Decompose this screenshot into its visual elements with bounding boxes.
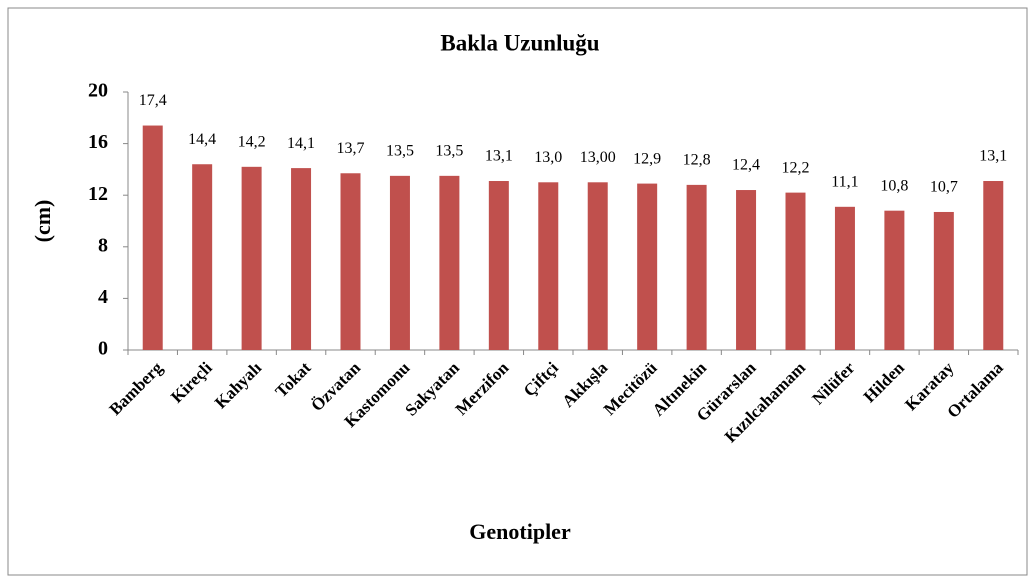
y-tick-label: 16 — [88, 131, 108, 153]
bar — [340, 173, 361, 350]
value-label: 12,4 — [732, 157, 760, 174]
value-label: 17,4 — [139, 92, 167, 109]
value-label: 13,1 — [485, 148, 513, 165]
y-tick-label: 20 — [88, 80, 108, 102]
value-label: 13,5 — [435, 143, 463, 160]
bar — [637, 183, 658, 350]
value-label: 13,5 — [386, 143, 414, 160]
bar — [736, 190, 757, 350]
value-label: 13,1 — [979, 148, 1007, 165]
x-axis-label: Genotipler — [469, 519, 571, 544]
chart-frame — [7, 7, 1028, 576]
bar — [389, 175, 410, 350]
bar — [241, 166, 262, 350]
bar — [142, 125, 163, 350]
value-label: 10,7 — [930, 179, 958, 196]
value-label: 13,0 — [534, 149, 562, 166]
bar — [439, 175, 460, 350]
y-tick-label: 12 — [88, 183, 108, 205]
chart-title: Bakla Uzunluğu — [440, 30, 599, 55]
value-label: 10,8 — [880, 177, 908, 194]
y-tick-label: 4 — [98, 286, 108, 308]
value-label: 12,9 — [633, 150, 661, 167]
bar — [884, 210, 905, 350]
bar — [587, 182, 608, 350]
y-axis-label: (cm) — [30, 200, 55, 243]
bar — [933, 211, 954, 350]
y-tick-label: 8 — [98, 234, 108, 256]
value-label: 14,1 — [287, 135, 315, 152]
value-label: 13,00 — [580, 149, 616, 166]
value-label: 12,8 — [683, 152, 711, 169]
value-label: 12,2 — [782, 159, 810, 176]
bar — [291, 168, 312, 350]
bar — [785, 192, 806, 350]
bar — [488, 181, 509, 350]
bar — [983, 181, 1004, 350]
bar — [192, 164, 213, 350]
value-label: 11,1 — [831, 173, 858, 190]
bar — [834, 206, 855, 350]
value-label: 13,7 — [337, 140, 365, 157]
value-label: 14,4 — [188, 131, 216, 148]
value-label: 14,2 — [238, 133, 266, 150]
y-tick-label: 0 — [98, 338, 108, 360]
bar — [686, 184, 707, 350]
bar — [538, 182, 559, 350]
